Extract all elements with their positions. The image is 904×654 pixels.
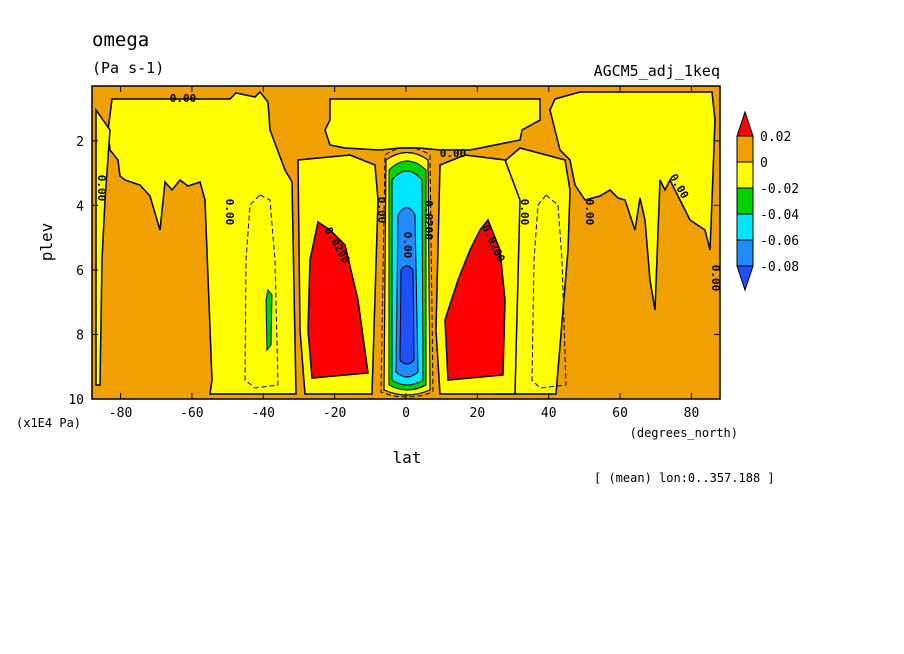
dashed-contour-right xyxy=(531,194,567,389)
colorbar-label: 0 xyxy=(760,156,768,171)
x-tick-label: -40 xyxy=(252,406,275,421)
x-tick-label: -60 xyxy=(180,406,203,421)
chart-title: omega xyxy=(92,29,149,51)
y-tick-label: 10 xyxy=(68,393,84,408)
colorbar-segment xyxy=(736,161,754,189)
chart-units: (Pa s-1) xyxy=(92,59,164,77)
colorbar-label: 0.02 xyxy=(760,130,791,145)
mean-note: [ (mean) lon:0..357.188 ] xyxy=(594,471,775,485)
contour-label: 0.0200 xyxy=(422,200,435,240)
y-tick-label: 8 xyxy=(76,328,84,343)
colorbar-bottom-arrow xyxy=(736,265,754,292)
y-axis-units: (x1E4 Pa) xyxy=(16,416,81,430)
colorbar-segment xyxy=(736,213,754,241)
plot-area: 0.00 0.00 0.00 0.00 0.00 0.00 0.00 0.00 0.0200 0.… xyxy=(91,85,722,400)
y-tick-label: 2 xyxy=(76,135,84,150)
contour-label: 0.00 xyxy=(223,199,236,226)
y-tick-label: 4 xyxy=(76,199,84,214)
contour-label: 0.00 xyxy=(709,265,722,292)
region-center-darkblue xyxy=(399,265,415,365)
dataset-label: AGCM5_adj_1keq xyxy=(594,62,720,80)
region-right-yellow xyxy=(549,91,716,311)
x-axis: -80 -60 -40 -20 0 20 40 60 80 xyxy=(109,86,699,421)
y-axis: 2 4 6 8 10 xyxy=(68,135,720,408)
small-blob-left xyxy=(265,288,273,352)
contour-label: 0.00 xyxy=(375,197,388,224)
x-axis-label: lat xyxy=(393,448,422,467)
colorbar-top-arrow xyxy=(736,110,754,137)
y-tick-label: 6 xyxy=(76,264,84,279)
region-red-south xyxy=(307,220,369,379)
contour-label: 0.00 xyxy=(95,175,108,202)
colorbar-label: -0.06 xyxy=(760,234,799,249)
region-left-yellow xyxy=(107,90,297,395)
x-tick-label: 60 xyxy=(612,406,628,421)
colorbar-label: -0.04 xyxy=(760,208,799,223)
colorbar-segment xyxy=(736,135,754,163)
dashed-contour-left xyxy=(244,194,279,389)
colorbar-label: -0.08 xyxy=(760,260,799,275)
region-top-yellow xyxy=(324,98,541,151)
x-tick-label: 0 xyxy=(402,406,410,421)
x-tick-label: -20 xyxy=(323,406,346,421)
x-tick-label: 80 xyxy=(684,406,700,421)
colorbar-segment xyxy=(736,187,754,215)
contour-label: 0.00 xyxy=(583,199,596,226)
region-left-yellow-b xyxy=(95,107,111,386)
region-red-north xyxy=(444,218,506,381)
x-tick-label: -80 xyxy=(109,406,132,421)
colorbar-label: -0.02 xyxy=(760,182,799,197)
contour-label: 0.00 xyxy=(440,147,467,160)
x-axis-units: (degrees_north) xyxy=(630,426,738,440)
x-tick-label: 40 xyxy=(541,406,557,421)
x-tick-label: 20 xyxy=(470,406,486,421)
contour-label: 0.00 xyxy=(518,199,531,226)
y-axis-label: plev xyxy=(37,223,56,262)
contour-label: 0.00 xyxy=(170,92,197,105)
colorbar: 0.02 0 -0.02 -0.04 -0.06 -0.08 xyxy=(736,110,799,292)
contour-label: 0.00 xyxy=(401,232,414,259)
dashed-contour-center xyxy=(380,147,434,398)
colorbar-segment xyxy=(736,239,754,267)
